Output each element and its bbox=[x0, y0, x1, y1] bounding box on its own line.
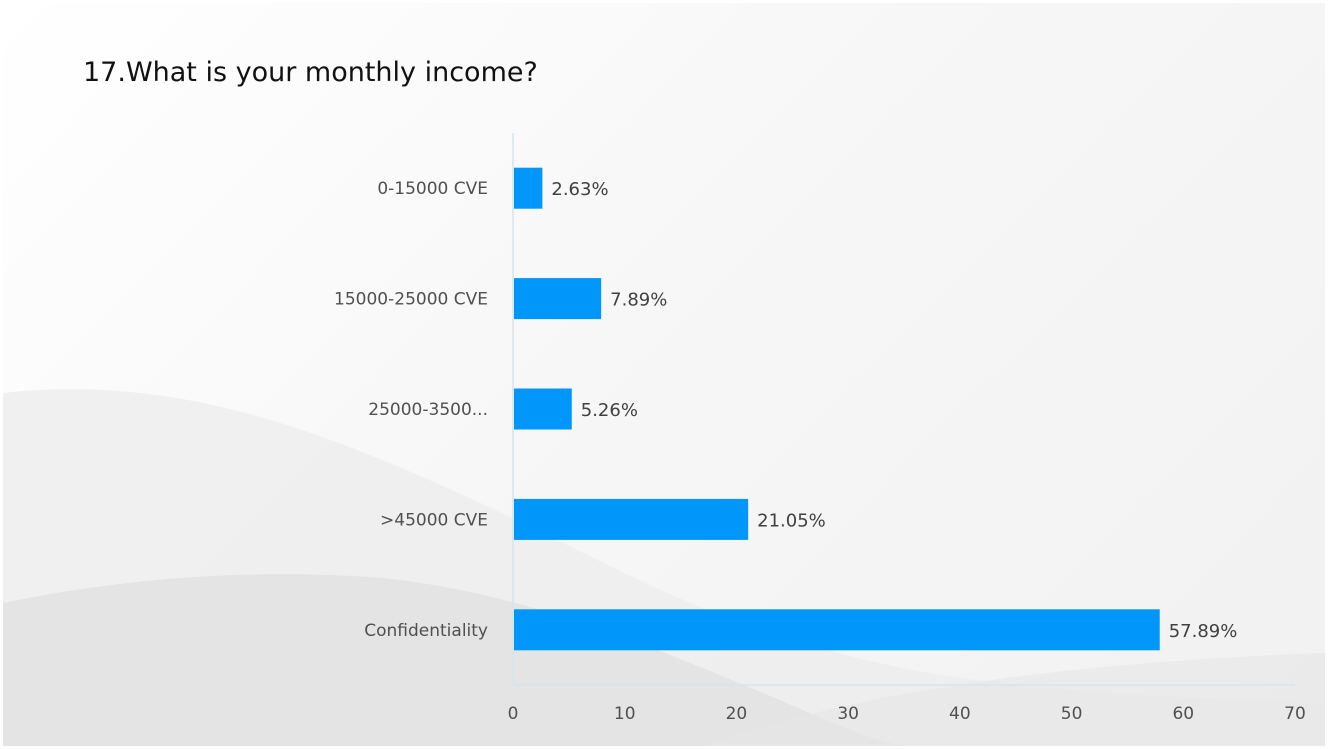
x-tick-label: 0 bbox=[508, 704, 519, 724]
x-tick-label: 40 bbox=[949, 704, 971, 724]
category-label: Confidentiality bbox=[364, 621, 488, 641]
x-tick-label: 30 bbox=[837, 704, 859, 724]
chart-title: 17.What is your monthly income? bbox=[83, 57, 538, 88]
x-tick-label: 50 bbox=[1061, 704, 1083, 724]
bar bbox=[514, 498, 749, 540]
bar-chart: 0-15000 CVE 2.63% 15000-25000 CVE 7.89% 2500… bbox=[334, 133, 1306, 724]
data-label: 21.05% bbox=[757, 510, 826, 531]
data-label: 5.26% bbox=[581, 400, 638, 421]
slide-background-waves bbox=[3, 389, 1325, 746]
x-tick-label: 10 bbox=[614, 704, 636, 724]
x-tick-label: 60 bbox=[1172, 704, 1194, 724]
slide: 17.What is your monthly income? 0-15000 … bbox=[3, 3, 1325, 746]
data-label: 57.89% bbox=[1169, 621, 1238, 642]
data-label: 7.89% bbox=[610, 290, 667, 311]
data-label: 2.63% bbox=[551, 179, 608, 200]
category-label: >45000 CVE bbox=[380, 510, 488, 530]
bar bbox=[514, 278, 602, 320]
category-label: 0-15000 CVE bbox=[377, 179, 488, 199]
bar bbox=[514, 609, 1160, 651]
bar bbox=[514, 167, 543, 209]
category-label: 25000-3500... bbox=[368, 400, 488, 420]
x-tick-label: 20 bbox=[726, 704, 748, 724]
category-label: 15000-25000 CVE bbox=[334, 290, 488, 310]
x-tick-label: 70 bbox=[1284, 704, 1306, 724]
bar bbox=[514, 388, 572, 430]
